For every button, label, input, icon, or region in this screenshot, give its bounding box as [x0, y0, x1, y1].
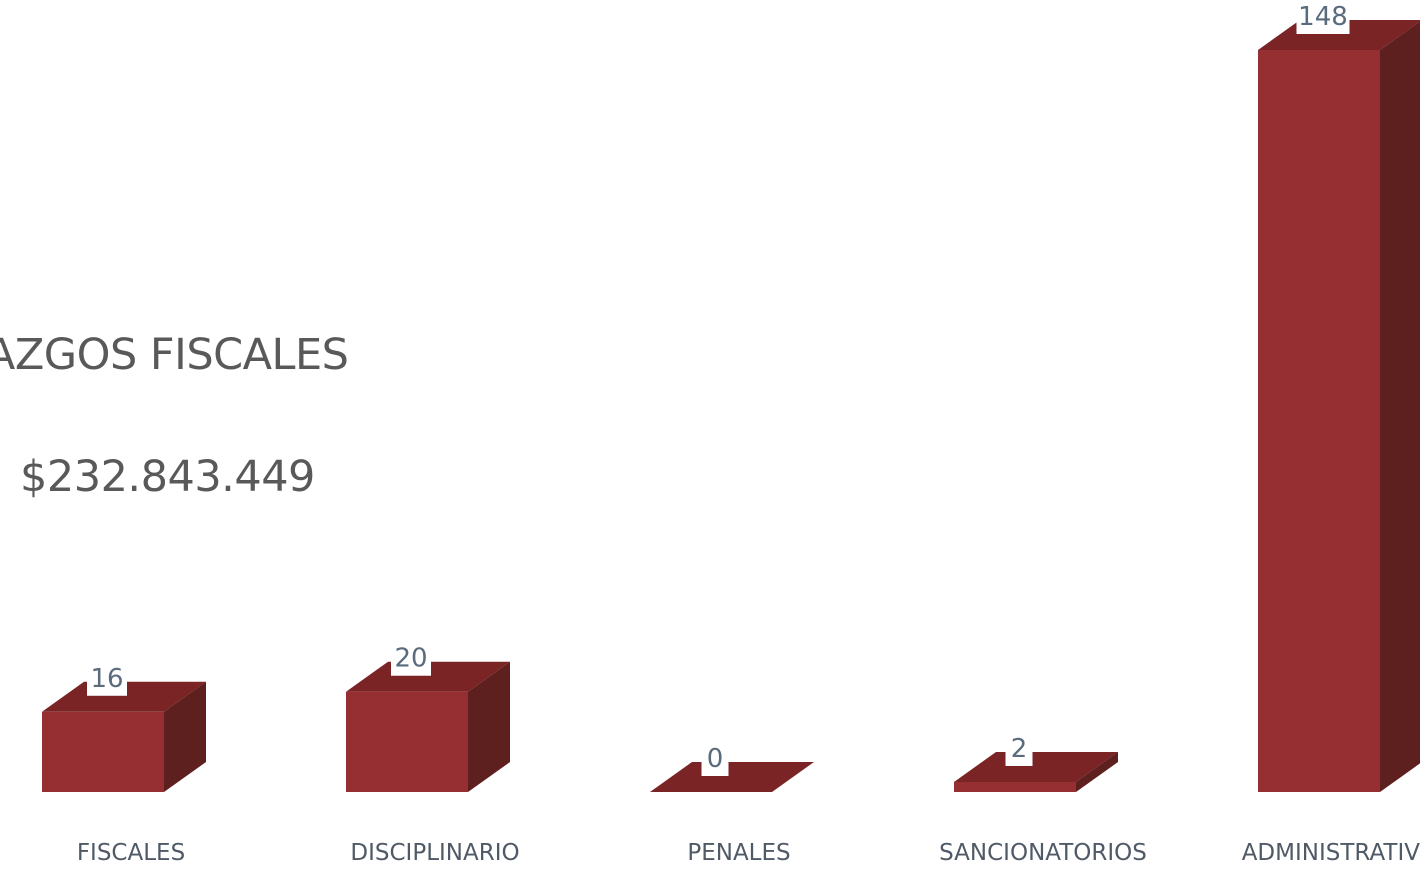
bar-side	[1076, 751, 1118, 792]
data-label-box	[701, 740, 729, 776]
bar-side	[164, 681, 206, 792]
bar	[1258, 50, 1380, 792]
bar-top	[650, 762, 814, 792]
total-amount: $232.843.449	[20, 452, 315, 502]
data-label: 0	[707, 744, 724, 774]
bar-side	[1380, 21, 1420, 792]
title-fragment: LLAZGOS FISCALES	[0, 330, 349, 380]
category-label: DISCIPLINARIO	[350, 840, 519, 865]
data-label-box	[1296, 0, 1350, 34]
category-label: PENALES	[687, 840, 790, 865]
bar	[42, 711, 164, 792]
bar-top	[954, 751, 1118, 782]
category-label: ADMINISTRATIVOS	[1242, 840, 1420, 865]
bar-top	[42, 681, 206, 712]
data-label: 2	[1011, 734, 1028, 764]
data-label-box	[391, 639, 431, 676]
data-label: 148	[1298, 2, 1348, 32]
data-label-box	[1005, 729, 1033, 766]
bar-side	[468, 661, 510, 792]
bar-top	[346, 661, 510, 692]
bar	[346, 691, 468, 792]
category-label: SANCIONATORIOS	[939, 840, 1147, 865]
data-label-box	[87, 659, 127, 696]
data-label: 20	[394, 644, 427, 674]
bar	[954, 781, 1076, 792]
data-label: 16	[90, 664, 123, 694]
category-label: FISCALES	[77, 840, 185, 865]
